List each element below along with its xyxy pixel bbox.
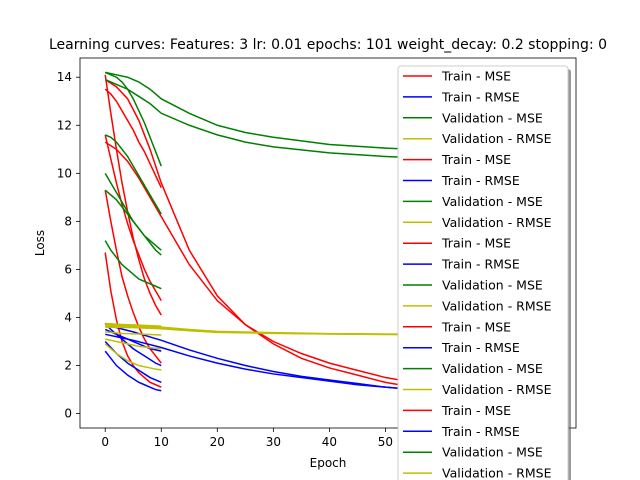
legend-label-train-mse: Train - MSE bbox=[441, 152, 511, 167]
series-line-train-mse-3 bbox=[104, 190, 162, 364]
legend-label-train-rmse: Train - RMSE bbox=[441, 173, 520, 188]
plot-frame bbox=[79, 57, 577, 429]
series-line-validation-mse-13 bbox=[104, 71, 162, 167]
series-line-validation-rmse-21 bbox=[105, 331, 162, 336]
series-line-train-mse-4 bbox=[104, 252, 162, 388]
y-tick-label: 12 bbox=[57, 118, 72, 132]
legend: Train - MSE Train - RMSE Validation - MSE V… bbox=[397, 65, 571, 480]
y-tick-label: 10 bbox=[57, 166, 72, 180]
legend-label-train-mse: Train - MSE bbox=[441, 403, 511, 418]
x-tick-label: 50 bbox=[378, 435, 393, 449]
y-tick-label: 6 bbox=[64, 262, 72, 276]
series-line-validation-rmse-22 bbox=[105, 338, 162, 350]
x-tick-label: 0 bbox=[101, 435, 109, 449]
y-axis-label: Loss bbox=[33, 230, 47, 256]
legend-label-validation-rmse: Validation - RMSE bbox=[442, 215, 552, 230]
series-line-train-rmse-10 bbox=[104, 328, 162, 352]
legend-label-train-mse: Train - MSE bbox=[441, 236, 511, 251]
chart-title: Learning curves: Features: 3 lr: 0.01 ep… bbox=[49, 37, 607, 53]
legend-label-train-mse: Train - MSE bbox=[441, 319, 511, 334]
y-tick-label: 14 bbox=[57, 70, 72, 84]
legend-label-train-rmse: Train - RMSE bbox=[441, 340, 520, 355]
legend-label-train-rmse: Train - RMSE bbox=[441, 424, 520, 439]
legend-label-validation-rmse: Validation - RMSE bbox=[442, 131, 552, 146]
x-axis-ticks: 0 10 20 30 40 50 bbox=[101, 428, 393, 449]
legend-box bbox=[397, 65, 569, 480]
legend-label-train-rmse: Train - RMSE bbox=[441, 89, 520, 104]
series-line-validation-mse-17 bbox=[104, 240, 162, 290]
legend-label-train-rmse: Train - RMSE bbox=[441, 257, 520, 272]
y-tick-label: 0 bbox=[64, 407, 72, 421]
legend-label-validation-mse: Validation - MSE bbox=[442, 361, 543, 376]
legend-label-validation-mse: Validation - MSE bbox=[442, 278, 543, 293]
x-tick-label: 20 bbox=[210, 435, 225, 449]
legend-label-train-mse: Train - MSE bbox=[441, 69, 511, 84]
legend-label-validation-rmse: Validation - RMSE bbox=[442, 382, 552, 397]
y-tick-label: 4 bbox=[64, 310, 72, 324]
series-line-validation-rmse-23 bbox=[104, 343, 162, 371]
x-tick-label: 10 bbox=[154, 435, 169, 449]
legend-label-validation-mse: Validation - MSE bbox=[442, 194, 543, 209]
legend-label-validation-rmse: Validation - RMSE bbox=[442, 466, 552, 480]
x-axis-label: Epoch bbox=[310, 456, 347, 470]
series-line-train-mse-0 bbox=[104, 74, 162, 316]
legend-label-validation-mse: Validation - MSE bbox=[442, 110, 543, 125]
y-tick-label: 2 bbox=[64, 359, 72, 373]
y-axis-ticks: 0 2 4 6 8 10 12 14 bbox=[57, 70, 80, 421]
legend-label-validation-rmse: Validation - RMSE bbox=[442, 298, 552, 313]
series-line-train-rmse-9 bbox=[104, 350, 162, 392]
legend-entries: Train - MSE Train - RMSE Validation - MSE V… bbox=[403, 69, 552, 480]
series-line-validation-mse-16 bbox=[104, 189, 162, 251]
x-tick-label: 30 bbox=[266, 435, 281, 449]
y-tick-label: 8 bbox=[64, 214, 72, 228]
series-line-validation-mse-14 bbox=[104, 134, 162, 215]
x-tick-label: 40 bbox=[322, 435, 337, 449]
series-line-train-mse-1 bbox=[104, 88, 162, 189]
legend-label-validation-mse: Validation - MSE bbox=[442, 445, 543, 460]
